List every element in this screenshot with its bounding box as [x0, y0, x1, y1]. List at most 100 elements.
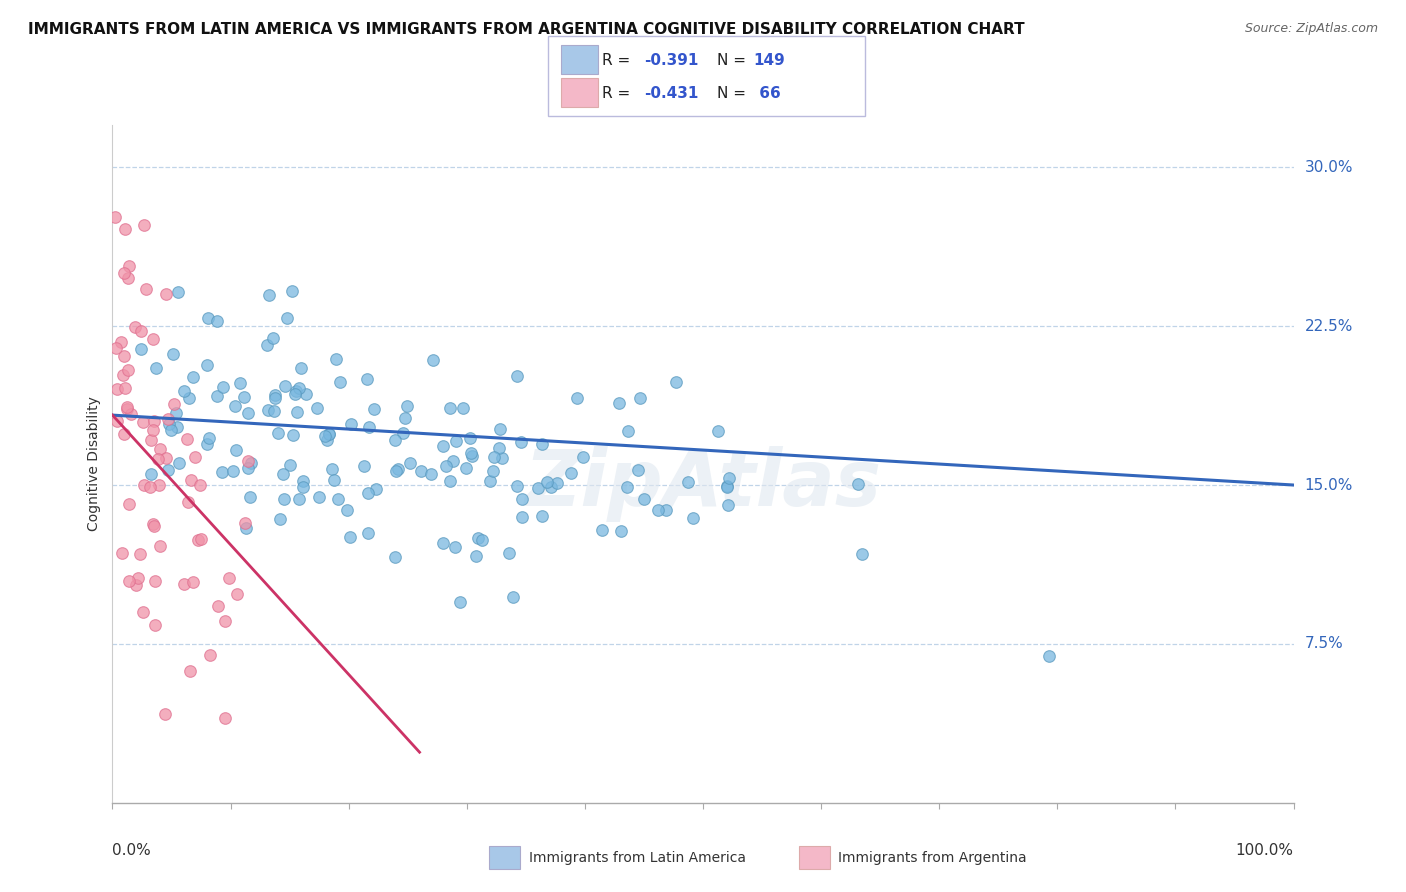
- Text: 22.5%: 22.5%: [1305, 318, 1353, 334]
- Point: [173, 576, 195, 591]
- Point: [292, 474, 315, 488]
- Point: [240, 456, 263, 470]
- Point: [156, 412, 179, 426]
- Text: 15.0%: 15.0%: [1305, 477, 1353, 492]
- Point: [633, 491, 655, 506]
- Point: [239, 490, 262, 504]
- Point: [278, 458, 301, 472]
- Point: [218, 571, 240, 585]
- Point: [409, 464, 432, 478]
- Point: [682, 511, 704, 525]
- Point: [339, 417, 361, 432]
- Point: [284, 387, 307, 401]
- Point: [366, 482, 388, 496]
- Point: [281, 285, 304, 299]
- Point: [222, 464, 245, 478]
- Point: [610, 524, 633, 538]
- Point: [118, 574, 141, 589]
- Point: [114, 381, 136, 395]
- Point: [502, 591, 524, 605]
- Point: [506, 479, 529, 493]
- Point: [257, 403, 280, 417]
- Text: Source: ZipAtlas.com: Source: ZipAtlas.com: [1244, 22, 1378, 36]
- Point: [512, 492, 534, 507]
- Point: [180, 473, 202, 487]
- Point: [146, 451, 169, 466]
- Point: [443, 540, 465, 554]
- Point: [225, 443, 247, 458]
- Point: [139, 480, 162, 494]
- Point: [848, 476, 870, 491]
- Point: [117, 271, 139, 285]
- Point: [117, 259, 139, 273]
- Point: [434, 459, 457, 474]
- Point: [207, 599, 229, 613]
- Point: [627, 462, 650, 476]
- Point: [458, 431, 481, 445]
- Point: [276, 310, 298, 325]
- Point: [546, 476, 568, 491]
- Point: [214, 614, 236, 628]
- Point: [357, 485, 380, 500]
- Point: [707, 424, 730, 438]
- Point: [110, 334, 132, 349]
- Text: 0.0%: 0.0%: [112, 844, 152, 858]
- Point: [112, 349, 135, 363]
- Point: [432, 536, 454, 550]
- Point: [281, 428, 304, 442]
- Point: [591, 523, 613, 537]
- Point: [314, 429, 336, 443]
- Point: [124, 320, 146, 334]
- Point: [115, 401, 138, 416]
- Point: [188, 478, 211, 492]
- Point: [291, 480, 314, 494]
- Point: [271, 467, 294, 481]
- Point: [214, 711, 236, 725]
- Point: [236, 454, 259, 468]
- Point: [510, 509, 533, 524]
- Point: [647, 503, 669, 517]
- Text: 100.0%: 100.0%: [1236, 844, 1294, 858]
- Point: [149, 539, 172, 553]
- Point: [112, 427, 135, 442]
- Point: [114, 221, 136, 235]
- Point: [489, 422, 512, 436]
- Point: [153, 706, 176, 721]
- Point: [118, 497, 141, 511]
- Point: [163, 397, 186, 411]
- Point: [195, 437, 218, 451]
- Point: [128, 547, 150, 561]
- Point: [530, 436, 553, 450]
- Point: [353, 459, 375, 474]
- Point: [143, 574, 166, 589]
- Point: [451, 401, 474, 415]
- Point: [307, 401, 329, 416]
- Point: [197, 359, 219, 373]
- Point: [326, 491, 349, 506]
- Point: [384, 550, 406, 565]
- Point: [183, 574, 205, 589]
- Point: [141, 433, 163, 447]
- Point: [484, 450, 506, 464]
- Point: [664, 375, 686, 389]
- Point: [105, 414, 128, 428]
- Text: -0.391: -0.391: [644, 53, 699, 68]
- Point: [506, 368, 529, 383]
- Point: [454, 461, 477, 475]
- Point: [422, 352, 444, 367]
- Point: [197, 311, 219, 326]
- Point: [288, 492, 311, 507]
- Point: [461, 449, 484, 463]
- Text: 7.5%: 7.5%: [1305, 636, 1343, 651]
- Point: [167, 285, 190, 300]
- Point: [263, 391, 285, 405]
- Text: R =: R =: [602, 53, 636, 68]
- Point: [628, 391, 651, 405]
- Point: [284, 384, 307, 399]
- Point: [716, 480, 738, 494]
- Point: [290, 360, 312, 375]
- Point: [287, 381, 309, 395]
- Point: [263, 331, 285, 345]
- Point: [159, 423, 181, 437]
- Point: [238, 406, 260, 420]
